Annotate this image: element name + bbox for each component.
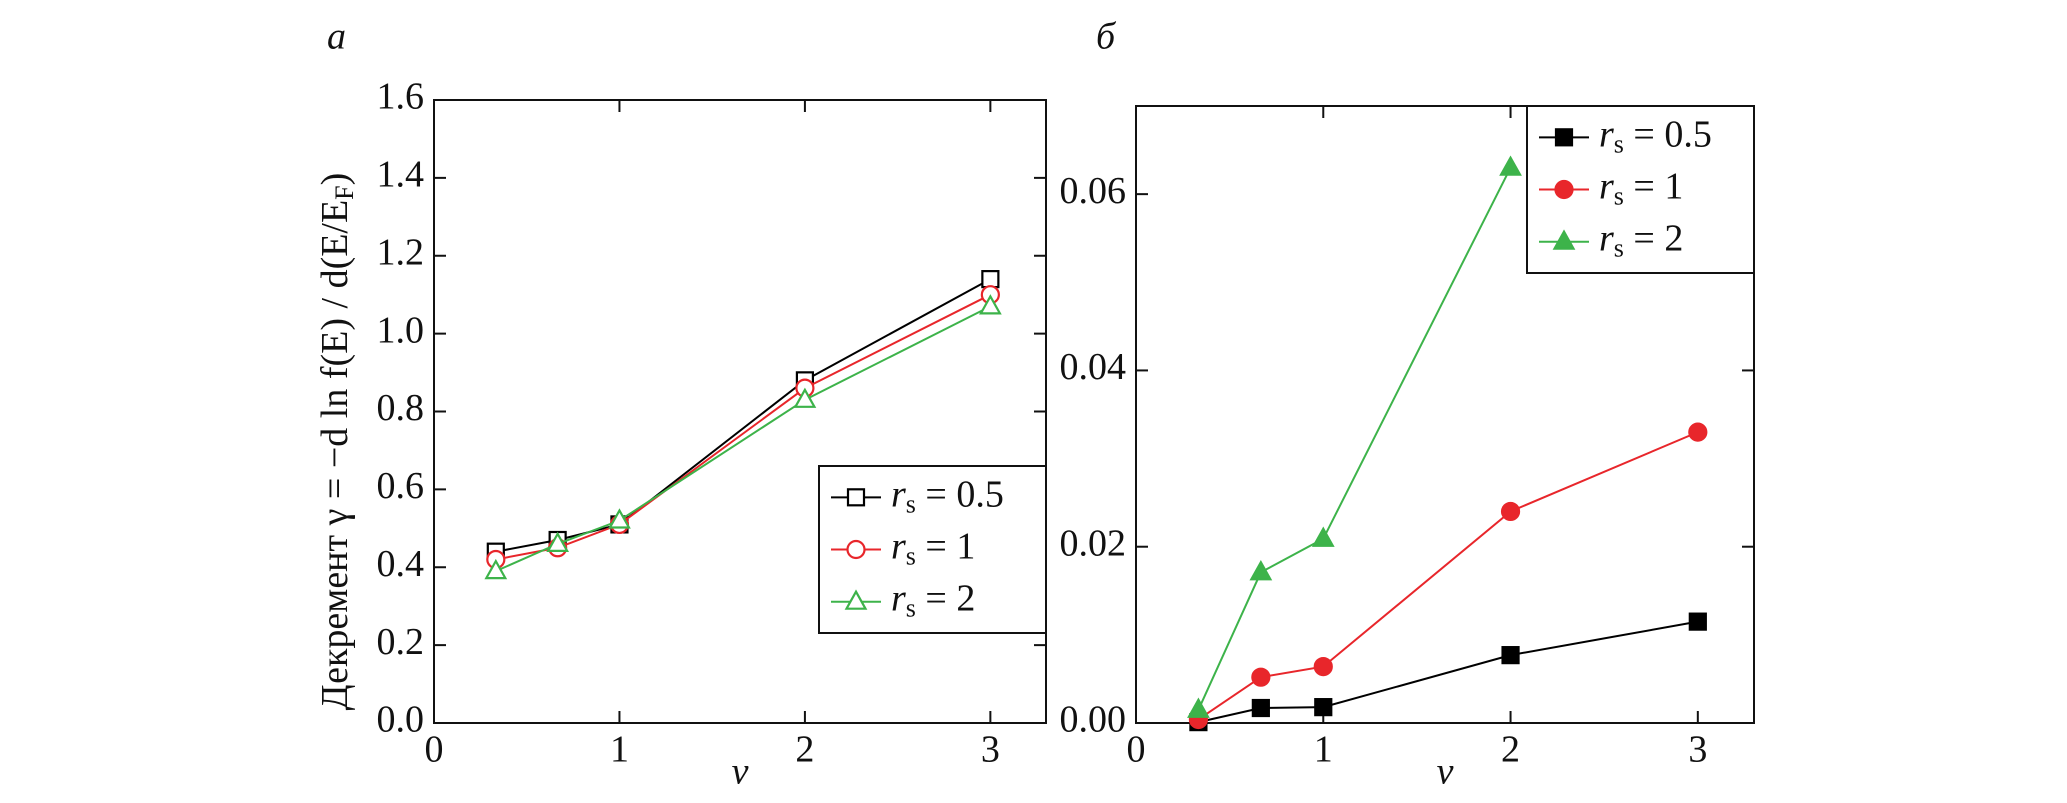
y-tick-label: 0.2 <box>377 621 425 663</box>
marker <box>793 387 817 408</box>
marker <box>1501 646 1520 665</box>
x-tick-label: 2 <box>795 729 814 771</box>
legend-label: rs = 0.5 <box>891 473 1004 518</box>
marker <box>1187 697 1210 718</box>
y-tick-label: 0.02 <box>1060 522 1127 564</box>
marker <box>546 531 570 552</box>
series-line <box>1198 620 1698 724</box>
plot-frame <box>1135 105 1755 724</box>
x-tick-label: 0 <box>1127 729 1146 771</box>
marker <box>608 508 631 529</box>
series-line <box>1197 167 1512 711</box>
x-tick-label: 1 <box>610 729 629 771</box>
legend-label: rs = 0.5 <box>1599 113 1712 158</box>
legend-marker <box>846 488 866 507</box>
marker <box>484 558 508 580</box>
x-tick-label: 2 <box>1501 729 1520 771</box>
x-axis-label: ν <box>1437 751 1454 793</box>
y-axis-label-main: Декремент γ = −d ln f(E) / d(E/E <box>314 200 356 711</box>
legend-marker <box>844 589 868 610</box>
y-tick-label: 0.4 <box>377 543 425 585</box>
legend-label: rs = 1 <box>1599 165 1683 210</box>
y-tick-label: 1.0 <box>377 309 425 351</box>
marker <box>1251 667 1271 687</box>
marker <box>1314 698 1333 717</box>
marker <box>1311 526 1335 547</box>
y-tick-label: 0.6 <box>377 465 425 507</box>
x-tick-label: 1 <box>1314 729 1333 771</box>
series <box>1187 155 1522 718</box>
series <box>484 294 1002 580</box>
marker <box>981 270 1000 289</box>
marker <box>1688 612 1707 631</box>
marker <box>1249 560 1273 581</box>
y-tick-label: 0.0 <box>377 699 425 741</box>
y-axis-label: Декремент γ = −d ln f(E) / d(E/EF) <box>314 173 359 711</box>
legend-label: rs = 1 <box>891 525 975 570</box>
panel-label: a <box>327 16 346 58</box>
panel-label: б <box>1096 16 1117 58</box>
legend-marker <box>1552 229 1576 250</box>
legend-marker <box>1554 179 1574 200</box>
marker <box>1688 422 1708 442</box>
legend-marker <box>1554 128 1574 147</box>
marker <box>1500 501 1521 522</box>
y-tick-label: 0.04 <box>1060 346 1127 388</box>
y-tick-label: 0.8 <box>377 387 425 429</box>
marker <box>1313 656 1333 677</box>
x-axis-label: ν <box>732 751 749 793</box>
legend-marker <box>846 539 866 560</box>
x-tick-label: 0 <box>425 729 444 771</box>
y-tick-label: 0.06 <box>1060 170 1127 212</box>
y-tick-label: 1.6 <box>377 76 425 118</box>
legend-label: rs = 2 <box>891 577 975 622</box>
legend-label: rs = 2 <box>1599 217 1683 262</box>
y-axis-label-sub: F <box>330 185 359 199</box>
y-tick-label: 1.2 <box>377 231 425 273</box>
series-line <box>1197 431 1699 721</box>
x-tick-label: 3 <box>981 729 1000 771</box>
y-tick-label: 1.4 <box>377 154 425 196</box>
marker <box>1499 155 1522 176</box>
y-axis-label-end: ) <box>314 173 356 186</box>
y-tick-label: 0.00 <box>1060 699 1127 741</box>
marker <box>1251 698 1270 718</box>
x-tick-label: 3 <box>1688 729 1707 771</box>
marker <box>978 294 1002 315</box>
